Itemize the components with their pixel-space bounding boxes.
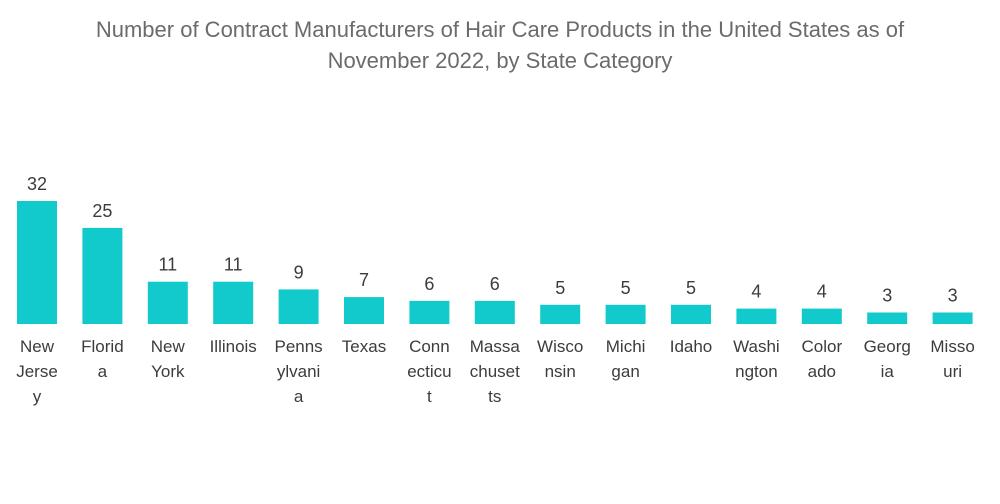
bar-5 — [344, 297, 384, 324]
value-label-4: 9 — [294, 262, 304, 282]
category-label-8: Wisco nsin — [537, 337, 583, 381]
bar-11 — [736, 308, 777, 324]
value-label-10: 5 — [686, 278, 696, 298]
value-label-7: 6 — [490, 274, 500, 294]
value-label-13: 3 — [882, 286, 892, 306]
category-label-0: New Jerse y — [16, 337, 58, 406]
value-label-1: 25 — [92, 201, 112, 221]
category-label-2: New York — [151, 337, 186, 381]
value-label-3: 11 — [224, 255, 243, 275]
bar-14 — [932, 312, 973, 324]
category-label-7: Massa chuset ts — [470, 337, 521, 406]
bar-2 — [147, 281, 188, 324]
category-label-5: Texas — [342, 337, 386, 356]
value-label-0: 32 — [27, 174, 47, 194]
bar-6 — [409, 300, 450, 324]
bar-4 — [278, 289, 319, 324]
chart-title: Number of Contract Manufacturers of Hair… — [40, 14, 960, 76]
value-label-6: 6 — [424, 274, 434, 294]
bar-0 — [17, 201, 57, 324]
bar-13 — [867, 312, 908, 324]
category-label-11: Washi ngton — [733, 337, 780, 381]
bar-10 — [671, 304, 711, 324]
value-label-group: 32 25 11 11 9 7 6 6 5 5 5 4 4 3 3 — [27, 174, 958, 306]
value-label-11: 4 — [751, 282, 761, 302]
bar-9 — [605, 304, 646, 324]
value-label-9: 5 — [621, 278, 631, 298]
value-label-8: 5 — [555, 278, 565, 298]
bar-7 — [474, 300, 515, 324]
value-label-2: 11 — [158, 255, 177, 275]
category-label-4: Penns ylvani a — [274, 337, 322, 406]
category-label-group: New Jerse y Florid a New York Illinois Penns ylva… — [16, 337, 975, 406]
bar-8 — [540, 304, 581, 324]
bar-3 — [213, 281, 254, 324]
bar-1 — [82, 227, 123, 324]
chart-title-line-1: Number of Contract Manufacturers of Hair… — [95, 17, 905, 42]
category-label-14: Misso uri — [930, 337, 974, 381]
category-label-9: Michi gan — [606, 337, 646, 381]
bar-group — [17, 201, 973, 324]
category-label-12: Color ado — [801, 337, 842, 381]
category-label-13: Georg ia — [864, 337, 911, 381]
category-label-3: Illinois — [210, 337, 257, 356]
category-label-10: Idaho — [670, 337, 713, 356]
value-label-5: 7 — [359, 270, 369, 290]
value-label-14: 3 — [948, 286, 958, 306]
category-label-6: Conn ecticu t — [407, 337, 451, 406]
chart-title-line-2: November 2022, by State Category — [327, 48, 673, 73]
value-label-12: 4 — [817, 282, 827, 302]
category-label-1: Florid a — [81, 337, 124, 381]
bar-12 — [801, 308, 842, 324]
